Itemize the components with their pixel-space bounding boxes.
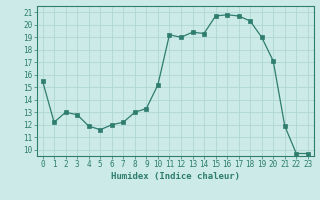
X-axis label: Humidex (Indice chaleur): Humidex (Indice chaleur)	[111, 172, 240, 181]
